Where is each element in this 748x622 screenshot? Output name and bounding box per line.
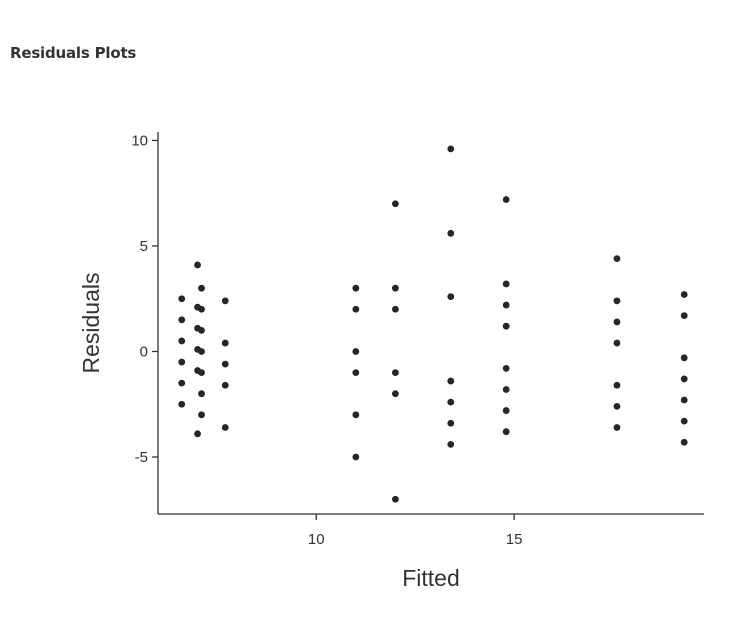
x-axis-title: Fitted: [402, 565, 460, 591]
data-point: [221, 360, 229, 368]
data-point: [391, 369, 399, 376]
data-point: [194, 430, 201, 438]
data-point: [352, 453, 360, 461]
data-point: [178, 295, 186, 303]
data-point: [352, 348, 360, 355]
data-point: [680, 375, 688, 383]
data-point: [447, 145, 455, 153]
data-point: [502, 322, 510, 330]
y-tick-label: 5: [140, 238, 148, 255]
data-point: [447, 377, 455, 385]
data-point: [613, 318, 621, 326]
data-point: [178, 400, 186, 408]
data-point: [680, 417, 688, 425]
data-point: [352, 411, 360, 419]
data-point: [178, 316, 186, 324]
data-point: [680, 396, 688, 404]
data-point: [680, 312, 688, 320]
data-point: [502, 407, 510, 414]
data-point: [221, 297, 229, 305]
data-point: [178, 358, 186, 366]
y-tick-label: -5: [135, 449, 148, 466]
data-point: [502, 364, 510, 372]
data-point: [198, 326, 205, 334]
data-point: [502, 301, 510, 309]
data-point: [447, 293, 455, 301]
data-point: [613, 402, 621, 410]
data-point: [198, 305, 205, 313]
data-point: [352, 305, 360, 313]
data-point: [391, 390, 399, 398]
y-axis-ticks: -5 0 5 10: [131, 132, 158, 466]
data-point: [613, 339, 621, 347]
data-point: [221, 339, 229, 347]
data-point: [178, 337, 186, 345]
data-point: [502, 280, 510, 288]
data-point: [221, 381, 229, 389]
data-point: [391, 284, 399, 292]
data-point: [502, 428, 510, 436]
data-point: [198, 411, 205, 419]
x-axis-ticks: 10 15: [308, 514, 523, 548]
data-point: [613, 255, 621, 263]
data-point: [194, 261, 201, 269]
data-point: [391, 200, 399, 208]
data-point: [221, 424, 229, 431]
data-point: [613, 381, 621, 389]
data-point: [502, 196, 510, 203]
data-point: [447, 229, 455, 237]
y-tick-label: 10: [131, 132, 148, 149]
data-point: [198, 369, 205, 376]
data-point: [198, 284, 205, 292]
data-point: [352, 369, 360, 376]
data-point: [447, 398, 455, 406]
y-axis-title: Residuals: [78, 273, 104, 374]
data-point: [613, 424, 621, 431]
page-title: Residuals Plots: [10, 44, 137, 62]
data-point: [680, 291, 688, 298]
data-point: [391, 495, 399, 503]
x-tick-label: 10: [308, 531, 325, 548]
data-point: [391, 305, 399, 313]
data-point: [680, 438, 688, 446]
x-tick-label: 15: [506, 531, 523, 548]
y-tick-label: 0: [140, 343, 148, 360]
data-point: [352, 284, 360, 292]
data-point: [198, 348, 205, 355]
data-point: [198, 390, 205, 398]
data-point: [680, 354, 688, 362]
data-point: [178, 379, 186, 387]
data-point: [502, 386, 510, 393]
data-points: [178, 145, 688, 503]
data-point: [447, 419, 455, 427]
data-point: [613, 297, 621, 305]
data-point: [447, 440, 455, 448]
